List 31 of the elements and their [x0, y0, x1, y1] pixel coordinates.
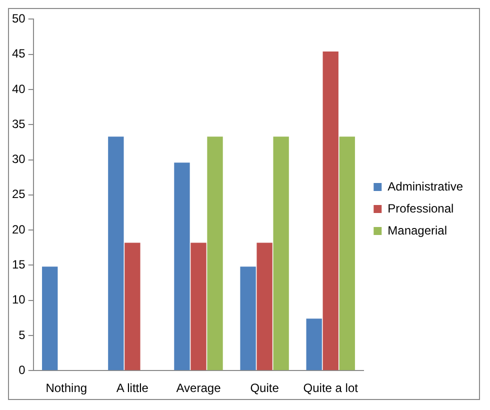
- y-tick-label: 35: [12, 116, 26, 131]
- bar: [207, 136, 223, 370]
- y-tick-label: 25: [12, 187, 26, 202]
- bar: [124, 242, 140, 370]
- bar: [240, 266, 256, 370]
- y-tick-label: 40: [12, 82, 26, 96]
- y-tick-label: 20: [12, 222, 26, 236]
- bar: [42, 266, 58, 370]
- bar: [306, 318, 322, 370]
- bar: [108, 136, 124, 370]
- bar: [339, 136, 355, 370]
- bar: [256, 242, 272, 370]
- legend-label: Professional: [388, 201, 454, 216]
- x-tick-label: Nothing: [46, 381, 88, 396]
- x-tick-label: Quite: [250, 381, 280, 396]
- y-tick-label: 0: [18, 362, 26, 377]
- x-tick-label: Quite a lot: [303, 381, 359, 396]
- legend-label: Managerial: [388, 223, 448, 238]
- y-tick-label: 30: [12, 152, 26, 166]
- bar: [174, 162, 190, 370]
- bar: [190, 242, 206, 370]
- legend-label: Administrative: [388, 179, 464, 194]
- bar: [322, 52, 338, 370]
- y-tick-label: 15: [12, 257, 26, 272]
- y-tick-label: 5: [18, 328, 26, 342]
- y-tick-label: 45: [12, 46, 26, 61]
- x-tick-label: Average: [176, 381, 222, 396]
- bar: [273, 136, 289, 370]
- x-tick-label: A little: [116, 381, 149, 396]
- y-tick-label: 10: [12, 292, 26, 307]
- y-tick-label: 50: [12, 12, 26, 26]
